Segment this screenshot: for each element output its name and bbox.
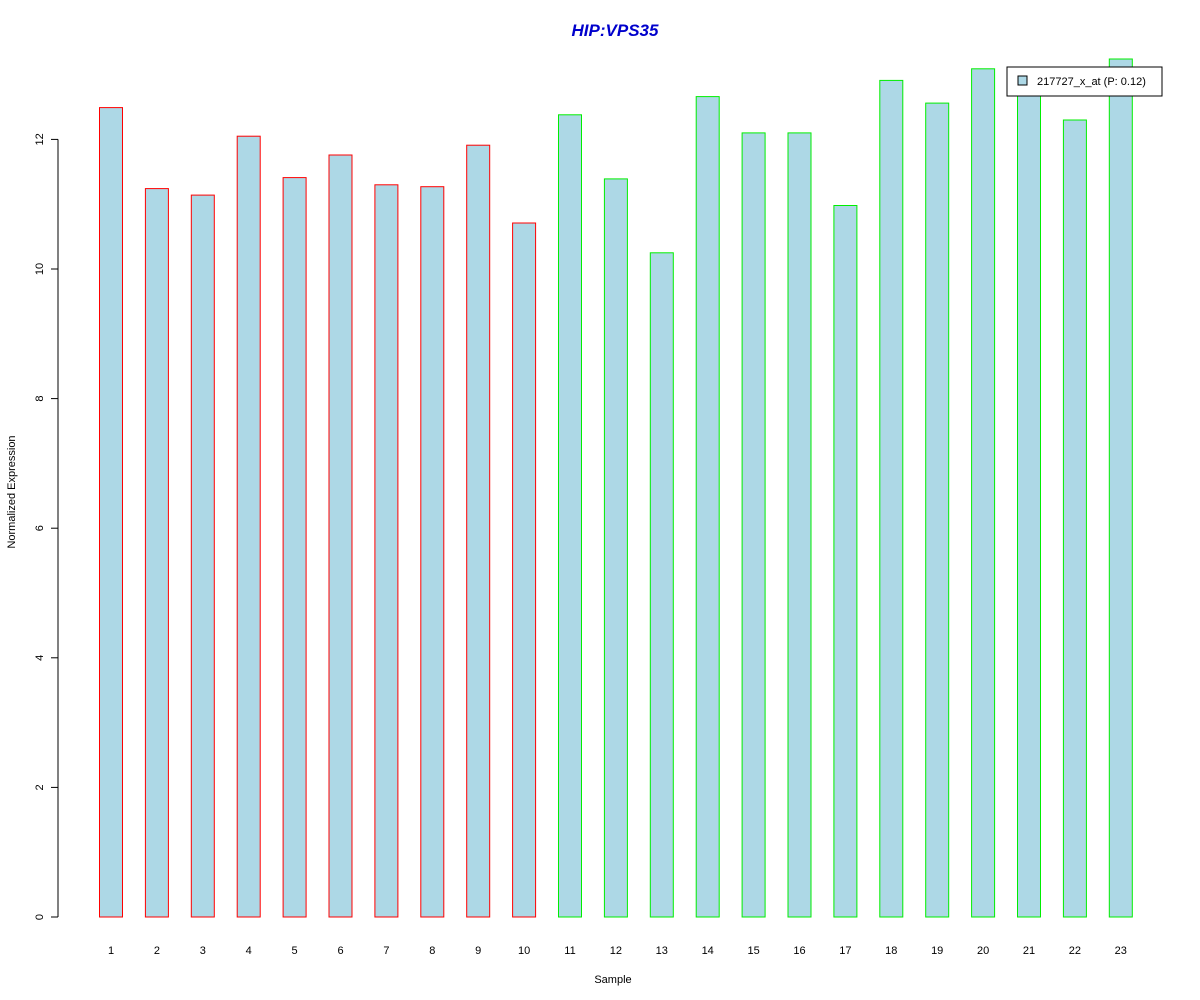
x-tick-label: 18 [885, 945, 897, 957]
x-tick-label: 17 [839, 945, 851, 957]
x-tick-label: 10 [518, 945, 530, 957]
x-tick-label: 1 [108, 945, 114, 957]
x-tick-label: 4 [246, 945, 252, 957]
bar-sample-4 [236, 135, 261, 918]
bar-sample-1 [99, 107, 123, 918]
y-tick-label: 12 [34, 133, 46, 145]
x-tick-label: 14 [702, 945, 714, 957]
bar-sample-22 [1062, 119, 1087, 918]
y-axis-label: Normalized Expression [6, 435, 18, 548]
legend-swatch [1017, 75, 1028, 86]
x-tick-label: 11 [564, 945, 575, 957]
x-tick-label: 20 [977, 945, 989, 957]
bars-group [99, 58, 1133, 918]
legend-label: 217727_x_at (P: 0.12) [1037, 76, 1146, 88]
y-tick-label: 0 [34, 914, 46, 920]
bar-sample-12 [603, 178, 628, 918]
x-tick-label: 21 [1023, 945, 1035, 957]
bar-sample-6 [328, 154, 353, 918]
x-tick-label: 7 [383, 945, 389, 957]
x-tick-label: 15 [747, 945, 759, 957]
x-tick-label: 19 [931, 945, 943, 957]
bar-sample-15 [741, 132, 766, 918]
bar-sample-10 [512, 222, 537, 918]
x-axis-tick-labels: 1 2 3 4 5 6 7 8 9 10 11 12 13 14 15 16 17 18 19 20 21 22 23 [108, 945, 1127, 957]
bar-sample-7 [374, 184, 399, 918]
bar-sample-5 [282, 177, 307, 918]
bar-sample-9 [466, 144, 491, 918]
x-tick-label: 12 [610, 945, 622, 957]
bar-sample-16 [787, 132, 812, 918]
y-axis: 0 2 4 6 8 10 12 [34, 133, 59, 920]
bar-sample-23 [1108, 58, 1133, 918]
x-tick-label: 6 [337, 945, 343, 957]
x-tick-label: 8 [429, 945, 435, 957]
bar-sample-20 [971, 68, 996, 918]
bar-sample-13 [649, 252, 674, 918]
bar-sample-21 [1017, 87, 1041, 918]
y-tick-label: 4 [34, 655, 46, 661]
x-axis-label: Sample [594, 974, 631, 986]
bar-sample-3 [190, 194, 215, 918]
x-tick-label: 5 [292, 945, 298, 957]
x-tick-label: 3 [200, 945, 206, 957]
legend-box [1006, 66, 1163, 97]
x-tick-label: 23 [1115, 945, 1127, 957]
x-tick-label: 13 [656, 945, 668, 957]
y-tick-label: 10 [34, 263, 46, 275]
bar-sample-2 [144, 188, 169, 918]
legend: 217727_x_at (P: 0.12) [1006, 66, 1163, 97]
x-tick-label: 16 [793, 945, 805, 957]
bar-sample-11 [558, 114, 582, 918]
bar-sample-8 [420, 186, 445, 918]
bar-sample-19 [925, 102, 950, 918]
x-tick-label: 22 [1069, 945, 1081, 957]
bar-sample-14 [695, 96, 720, 918]
bar-sample-18 [879, 79, 904, 918]
y-tick-label: 2 [34, 784, 46, 790]
x-tick-label: 9 [475, 945, 481, 957]
bar-sample-17 [833, 205, 858, 918]
y-tick-label: 8 [34, 396, 46, 402]
chart-title: HIP:VPS35 [572, 21, 659, 40]
x-tick-label: 2 [154, 945, 160, 957]
y-tick-label: 6 [34, 525, 46, 531]
